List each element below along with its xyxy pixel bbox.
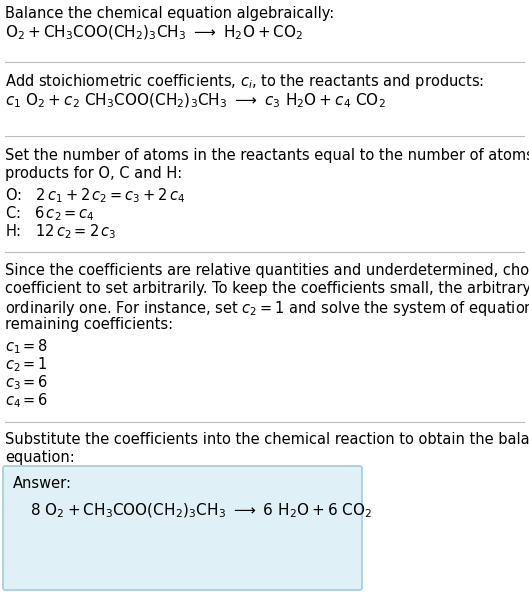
- Text: Balance the chemical equation algebraically:: Balance the chemical equation algebraica…: [5, 6, 334, 21]
- Text: products for O, C and H:: products for O, C and H:: [5, 166, 183, 181]
- FancyBboxPatch shape: [3, 466, 362, 590]
- Text: $c_4 = 6$: $c_4 = 6$: [5, 391, 48, 410]
- Text: Answer:: Answer:: [13, 476, 72, 491]
- Text: Set the number of atoms in the reactants equal to the number of atoms in the: Set the number of atoms in the reactants…: [5, 148, 529, 163]
- Text: $c_1\ \mathrm{O_2} + c_2\ \mathrm{CH_3COO(CH_2)_3CH_3}\ \longrightarrow\ c_3\ \m: $c_1\ \mathrm{O_2} + c_2\ \mathrm{CH_3CO…: [5, 92, 386, 110]
- Text: Since the coefficients are relative quantities and underdetermined, choose a: Since the coefficients are relative quan…: [5, 263, 529, 278]
- Text: equation:: equation:: [5, 450, 75, 465]
- Text: $\mathrm{8\ O_2 + CH_3COO(CH_2)_3CH_3\ \longrightarrow\ 6\ H_2O + 6\ CO_2}$: $\mathrm{8\ O_2 + CH_3COO(CH_2)_3CH_3\ \…: [30, 502, 372, 520]
- Text: $c_2 = 1$: $c_2 = 1$: [5, 355, 48, 374]
- Text: $c_1 = 8$: $c_1 = 8$: [5, 337, 48, 356]
- Text: Add stoichiometric coefficients, $c_i$, to the reactants and products:: Add stoichiometric coefficients, $c_i$, …: [5, 72, 484, 91]
- Text: ordinarily one. For instance, set $c_2 = 1$ and solve the system of equations fo: ordinarily one. For instance, set $c_2 =…: [5, 299, 529, 318]
- Text: $\mathrm{O_2 + CH_3COO(CH_2)_3CH_3 \ \longrightarrow \ H_2O + CO_2}$: $\mathrm{O_2 + CH_3COO(CH_2)_3CH_3 \ \lo…: [5, 24, 304, 42]
- Text: $c_3 = 6$: $c_3 = 6$: [5, 373, 48, 392]
- Text: O: $\ \ 2\,c_1 + 2\,c_2 = c_3 + 2\,c_4$: O: $\ \ 2\,c_1 + 2\,c_2 = c_3 + 2\,c_4$: [5, 186, 186, 205]
- Text: remaining coefficients:: remaining coefficients:: [5, 317, 173, 332]
- Text: coefficient to set arbitrarily. To keep the coefficients small, the arbitrary va: coefficient to set arbitrarily. To keep …: [5, 281, 529, 296]
- Text: H: $\ \ 12\,c_2 = 2\,c_3$: H: $\ \ 12\,c_2 = 2\,c_3$: [5, 222, 116, 241]
- Text: Substitute the coefficients into the chemical reaction to obtain the balanced: Substitute the coefficients into the che…: [5, 432, 529, 447]
- Text: C: $\ \ 6\,c_2 = c_4$: C: $\ \ 6\,c_2 = c_4$: [5, 204, 95, 223]
